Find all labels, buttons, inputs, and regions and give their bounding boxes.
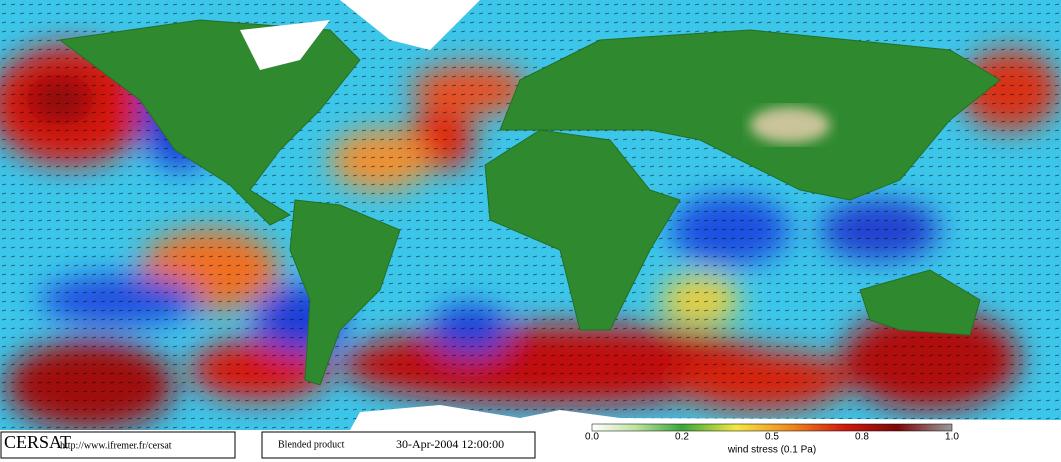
logo: CERSAT <box>4 432 71 452</box>
greenland <box>340 0 480 50</box>
logo-box <box>0 431 236 459</box>
arctic-islands <box>240 20 330 70</box>
colorbar <box>591 423 953 432</box>
south-america <box>289 199 401 386</box>
url: http://www.ifremer.fr/cersat <box>60 440 172 451</box>
australia <box>859 269 981 336</box>
tibet-plateau <box>750 107 830 143</box>
date: 30-Apr-2004 12:00:00 <box>396 437 504 451</box>
colorbar-label: 0.8 <box>855 432 869 443</box>
land <box>58 19 1001 386</box>
africa <box>484 129 681 331</box>
product-box <box>261 431 536 459</box>
north-america <box>58 19 361 226</box>
product: Blended product <box>278 439 345 450</box>
colorbar-label: 1.0 <box>945 432 959 443</box>
colorbar-label: 0.2 <box>675 432 689 443</box>
colorbar-label: 0.0 <box>585 432 599 443</box>
colorbar-title: wind stress (0.1 Pa) <box>727 445 816 456</box>
colorbar-label: 0.5 <box>765 432 779 443</box>
eurasia <box>499 29 1001 201</box>
colorbar-labels: 0.0 0.2 0.5 0.8 1.0 <box>585 432 959 443</box>
